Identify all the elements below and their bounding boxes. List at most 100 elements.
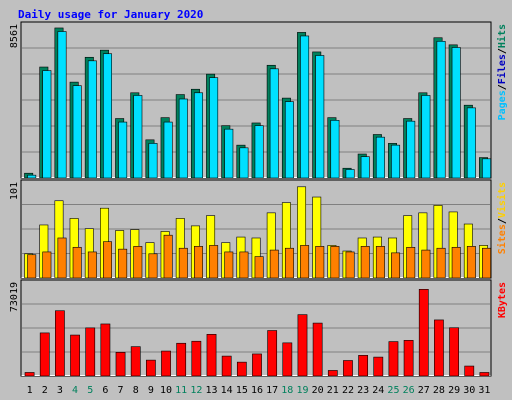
bar-files-day-27 [421,95,431,179]
bar-sites-day-31 [482,247,492,279]
bar-sites-day-1 [27,254,37,279]
chart-title: Daily usage for January 2020 [18,8,203,21]
bar-sites-day-23 [360,246,370,279]
bar-sites-day-19 [300,245,310,279]
bar-sites-day-29 [451,246,461,279]
bar-kbytes-day-5 [85,327,96,377]
bar-files-day-6 [103,53,112,179]
bar-files-day-10 [163,121,173,179]
bar-files-day-17 [269,68,279,179]
bar-kbytes-day-28 [434,319,444,377]
day-label-20: 20 [312,385,324,396]
bar-kbytes-day-20 [312,322,323,377]
bar-files-day-15 [239,147,249,179]
day-label-27: 27 [418,385,430,396]
bar-files-day-19 [300,35,310,179]
panel-legend: KBytes [497,282,508,318]
bar-kbytes-day-13 [206,333,217,377]
bar-files-day-1 [27,174,37,179]
bar-files-day-4 [72,85,82,179]
legend-entry: Sites [496,224,508,254]
day-label-21: 21 [327,385,339,396]
panel-legend: Sites/Visits [496,182,508,254]
day-label-13: 13 [205,385,217,396]
bar-sites-day-6 [103,241,112,279]
bar-kbytes-day-1 [24,372,35,377]
bar-files-day-14 [224,128,234,179]
panel-mid: 101 Sites/Visits [9,179,508,279]
bar-files-day-12 [194,92,203,179]
bar-kbytes-day-10 [161,350,171,377]
legend-entry: Visits [496,182,508,218]
day-label-26: 26 [403,385,415,396]
day-label-6: 6 [102,385,108,396]
day-label-5: 5 [87,385,93,396]
bar-files-day-7 [118,121,128,179]
bar-kbytes-day-30 [464,365,475,377]
bar-kbytes-day-19 [297,314,308,377]
bar-sites-day-13 [209,245,219,279]
bar-sites-day-26 [406,246,416,279]
bar-files-day-24 [375,136,385,179]
bar-sites-day-7 [118,248,128,279]
legend-entry: Hits [496,24,508,48]
day-label-15: 15 [236,385,248,396]
bar-sites-day-11 [178,247,188,279]
legend-entry: Pages [497,90,508,120]
legend-entry: Files [496,54,508,84]
bar-kbytes-day-6 [100,323,111,377]
bar-kbytes-day-25 [388,341,399,377]
bar-kbytes-day-16 [252,353,262,377]
day-label-29: 29 [448,385,460,396]
bar-files-day-30 [466,107,476,179]
bar-files-day-28 [436,40,446,179]
bar-files-day-31 [482,158,492,179]
day-label-9: 9 [148,385,154,396]
bar-files-day-16 [254,125,264,179]
bar-sites-day-3 [57,237,67,279]
bar-kbytes-day-9 [145,359,156,377]
day-label-25: 25 [387,385,399,396]
bar-kbytes-day-22 [343,360,353,377]
bar-files-day-11 [178,98,188,179]
bar-kbytes-day-29 [449,327,459,377]
bar-kbytes-day-24 [373,356,384,377]
x-axis-day-labels: 1 2 3 4 5 6 7 8 9 10 11 12 13 14 15 16 17 18 19 20 21 22 23 24 2… [27,385,491,396]
day-label-17: 17 [266,385,278,396]
day-label-2: 2 [42,385,48,396]
bar-files-day-18 [284,101,294,179]
bar-files-day-5 [87,60,97,179]
bar-kbytes-day-21 [327,370,338,377]
bar-kbytes-day-3 [55,310,65,377]
bar-sites-day-4 [72,246,82,279]
bar-sites-day-9 [148,253,158,279]
bar-files-day-25 [391,144,401,179]
plot-area: 8561Pages/Files/Hits101Sites/Visits73019… [9,21,508,396]
day-label-18: 18 [281,385,293,396]
bar-files-day-26 [406,120,416,179]
bar-files-day-20 [315,55,325,179]
legend-entry: / [497,84,508,90]
bar-kbytes-day-8 [130,346,141,377]
bar-files-day-9 [148,143,158,179]
bar-files-day-3 [57,31,67,179]
bar-sites-day-10 [163,234,173,279]
bar-kbytes-day-12 [191,340,202,377]
panel-max-label: 73019 [9,282,20,312]
panel-max-label: 8561 [9,24,20,48]
bar-kbytes-day-2 [39,332,50,377]
bar-files-day-22 [345,169,355,179]
bar-sites-day-18 [284,247,294,279]
bar-kbytes-day-17 [267,330,278,377]
bar-kbytes-day-18 [282,342,293,377]
day-label-4: 4 [72,385,78,396]
bar-sites-day-2 [42,251,52,279]
day-label-19: 19 [296,385,308,396]
day-label-31: 31 [478,385,490,396]
bar-sites-day-22 [345,251,355,279]
bar-sites-day-14 [224,251,234,279]
day-label-12: 12 [190,385,202,396]
bar-kbytes-day-4 [70,334,80,377]
